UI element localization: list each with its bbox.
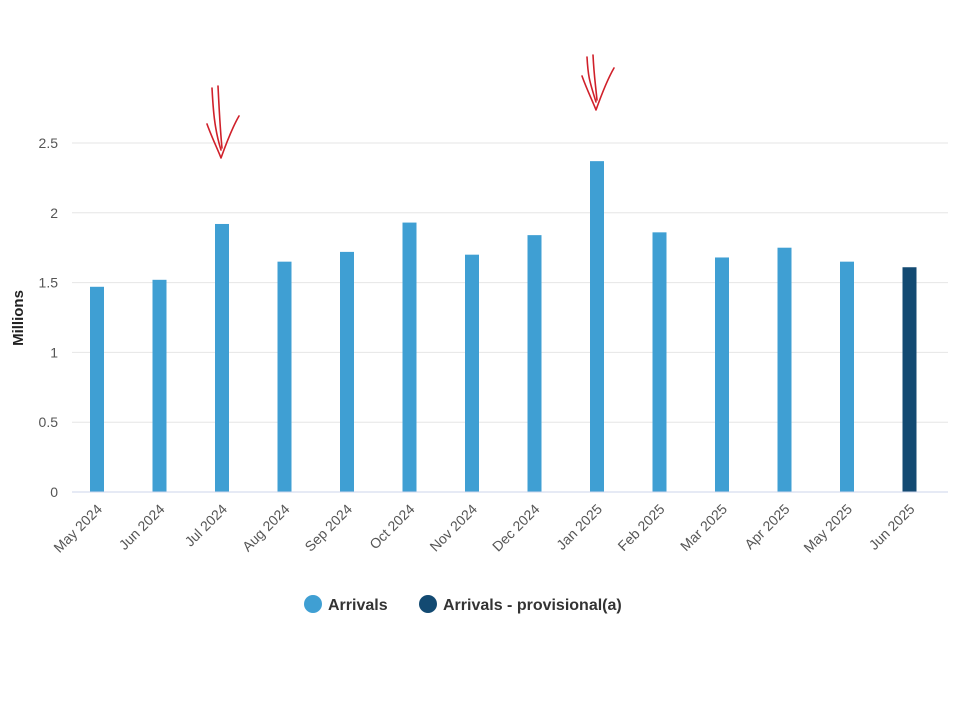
x-tick-label: Oct 2024 <box>366 501 418 553</box>
arrow-annotation <box>206 85 240 159</box>
x-tick-label: Sep 2024 <box>301 501 355 555</box>
x-tick-label: Jun 2024 <box>116 501 168 553</box>
legend-marker <box>419 595 437 613</box>
x-tick-label: Nov 2024 <box>426 501 480 555</box>
arrow-annotation <box>581 54 615 111</box>
bars <box>90 161 917 493</box>
x-tick-label: May 2024 <box>50 501 105 556</box>
legend-label: Arrivals - provisional(a) <box>443 597 622 614</box>
x-tick-label: May 2025 <box>800 501 855 556</box>
y-tick-label: 0 <box>50 484 58 500</box>
y-tick-label: 2.5 <box>39 135 59 151</box>
x-tick-label: Feb 2025 <box>614 501 667 554</box>
x-tick-label: Aug 2024 <box>239 501 293 555</box>
y-axis-ticks: 0 0.5 1 1.5 2 2.5 <box>39 135 59 500</box>
y-axis-label: Millions <box>10 290 27 346</box>
bar <box>340 251 354 492</box>
bar <box>840 261 854 492</box>
x-tick-label: Dec 2024 <box>489 501 543 555</box>
bar <box>590 161 604 492</box>
bar <box>715 257 729 492</box>
annotations <box>206 54 615 159</box>
x-tick-label: Jul 2024 <box>181 501 230 550</box>
legend-marker <box>304 595 322 613</box>
legend-label: Arrivals <box>328 597 388 614</box>
gridlines <box>72 142 948 423</box>
bar <box>215 223 229 492</box>
x-axis-ticks: May 2024 Jun 2024 Jul 2024 Aug 2024 Sep 2024… <box>50 501 917 556</box>
y-tick-label: 1.5 <box>39 275 59 291</box>
bar <box>902 267 917 492</box>
x-tick-label: Apr 2025 <box>741 501 793 553</box>
bar <box>277 261 292 492</box>
y-tick-label: 1 <box>50 344 58 360</box>
x-tick-label: Jan 2025 <box>553 501 605 553</box>
bar <box>465 254 479 492</box>
y-tick-label: 2 <box>50 205 58 221</box>
legend: Arrivals Arrivals - provisional(a) <box>304 595 622 614</box>
bar <box>777 247 792 492</box>
bar <box>527 235 542 493</box>
bar <box>90 286 104 492</box>
x-tick-label: Mar 2025 <box>677 501 730 554</box>
bar <box>152 279 167 492</box>
x-tick-label: Jun 2025 <box>866 501 918 553</box>
bar <box>402 222 417 492</box>
y-tick-label: 0.5 <box>39 414 59 430</box>
bar <box>652 232 667 492</box>
